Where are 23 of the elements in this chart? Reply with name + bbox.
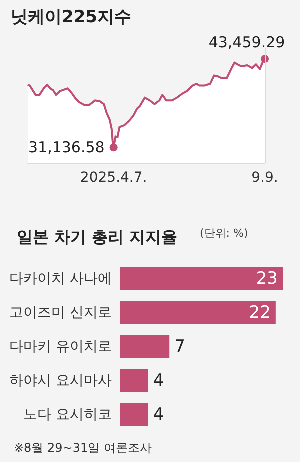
data-label: 22 — [249, 303, 271, 323]
bar — [120, 370, 148, 392]
text: ※8월 29~31일 여론조사 — [14, 441, 152, 455]
data-label: 7 — [174, 337, 186, 357]
data-label: 23 — [256, 269, 278, 289]
bar — [120, 302, 276, 324]
bar — [120, 336, 170, 358]
data-label: 4 — [153, 371, 164, 391]
y-tick-label: 고이즈미 신지로 — [10, 305, 112, 321]
chart-title: 닛케이225지수 — [11, 8, 132, 28]
y-tick-label: 하야시 요시마사 — [10, 373, 112, 389]
y-tick-label: 다마키 유이치로 — [10, 339, 112, 355]
chart-title: 일본 차기 총리 지지율 — [17, 228, 178, 246]
y-tick-label: 다카이치 사나에 — [10, 271, 112, 287]
y-tick-label: 노다 요시히코 — [24, 407, 112, 423]
x-tick-label: 9.9. — [252, 170, 278, 186]
chart-subtitle: (단위: %) — [200, 227, 248, 240]
data-label: 4 — [153, 405, 164, 425]
x-tick-label: 2025.4.7. — [80, 170, 148, 186]
bar — [120, 268, 283, 290]
data-label: 43,459.29 — [208, 34, 286, 52]
data-label: 31,136.58 — [28, 138, 105, 157]
bar — [120, 404, 148, 426]
